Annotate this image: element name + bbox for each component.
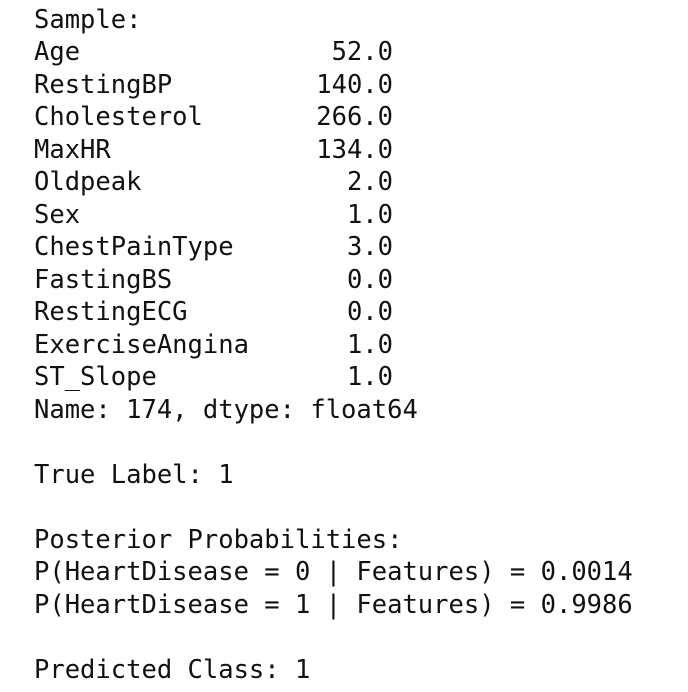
feature-name: MaxHR bbox=[34, 134, 111, 165]
feature-value: 266.0 bbox=[316, 102, 393, 133]
feature-value: 1.0 bbox=[346, 329, 393, 360]
feature-name: Oldpeak bbox=[34, 167, 142, 198]
feature-value: 140.0 bbox=[316, 69, 393, 100]
posterior-title: Posterior Probabilities: bbox=[34, 524, 403, 555]
feature-name: ChestPainType bbox=[34, 232, 234, 263]
feature-value: 1.0 bbox=[346, 362, 393, 393]
feature-value: 0.0 bbox=[346, 297, 393, 328]
feature-name: ExerciseAngina bbox=[34, 329, 249, 360]
feature-name: RestingBP bbox=[34, 69, 173, 100]
feature-name: Cholesterol bbox=[34, 102, 203, 133]
series-info: Name: 174, dtype: float64 bbox=[34, 394, 418, 425]
true-label: True Label: 1 bbox=[34, 459, 234, 490]
feature-value: 3.0 bbox=[346, 232, 393, 263]
feature-value: 0.0 bbox=[346, 264, 393, 295]
feature-name: Age bbox=[34, 37, 81, 68]
feature-value: 52.0 bbox=[331, 37, 393, 68]
feature-name: FastingBS bbox=[34, 264, 173, 295]
feature-value: 1.0 bbox=[346, 199, 393, 230]
posterior-line: P(HeartDisease = 0 | Features) = 0.0014 bbox=[34, 557, 633, 588]
feature-name: RestingECG bbox=[34, 297, 188, 328]
feature-name: ST_Slope bbox=[34, 362, 157, 393]
predicted-class: Predicted Class: 1 bbox=[34, 654, 311, 685]
posterior-line: P(HeartDisease = 1 | Features) = 0.9986 bbox=[34, 589, 633, 620]
sample-header: Sample: bbox=[34, 4, 142, 35]
feature-name: Sex bbox=[34, 199, 81, 230]
feature-value: 2.0 bbox=[346, 167, 393, 198]
feature-value: 134.0 bbox=[316, 134, 393, 165]
